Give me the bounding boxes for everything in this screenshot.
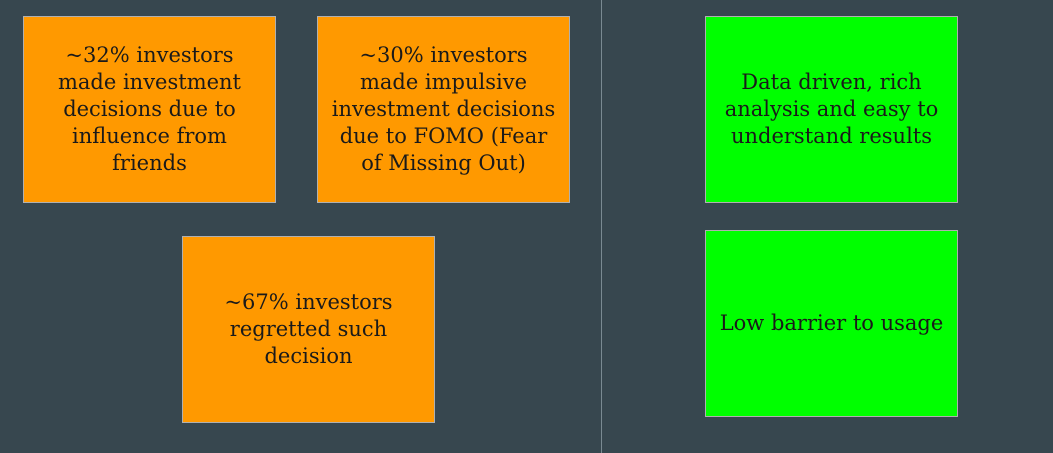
- column-divider: [601, 0, 602, 453]
- problem-box-friends-influence: ~32% investors made investment decisions…: [23, 16, 276, 203]
- solution-box-low-barrier: Low barrier to usage: [705, 230, 958, 417]
- problem-box-regret: ~67% investors regretted such decision: [182, 236, 435, 423]
- problem-text: ~32% investors made investment decisions…: [57, 43, 242, 175]
- problem-box-fomo: ~30% investors made impulsive investment…: [317, 16, 570, 203]
- problem-text: ~30% investors made impulsive investment…: [331, 43, 556, 175]
- problem-text: ~67% investors regretted such decision: [224, 290, 393, 368]
- solution-text: Low barrier to usage: [719, 311, 944, 335]
- solution-box-data-driven: Data driven, rich analysis and easy to u…: [705, 16, 958, 203]
- solution-text: Data driven, rich analysis and easy to u…: [724, 70, 939, 148]
